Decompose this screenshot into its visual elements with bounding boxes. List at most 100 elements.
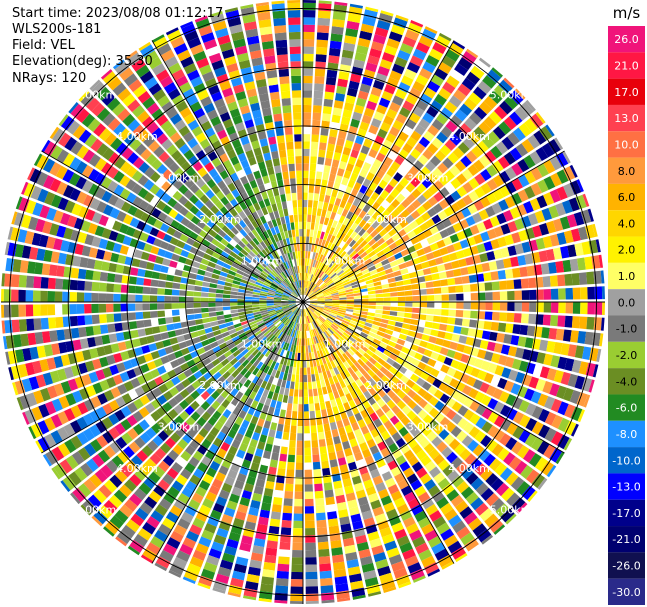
gate — [421, 381, 432, 391]
gate — [372, 451, 383, 462]
gate — [280, 156, 288, 166]
gate — [310, 366, 315, 375]
range-ring-labels: 1.00km1.00km1.00km1.00km2.00km2.00km2.00… — [75, 88, 532, 516]
gate — [377, 357, 386, 366]
gate — [467, 439, 479, 452]
gate — [44, 191, 56, 206]
gate — [289, 336, 294, 345]
gate — [368, 377, 377, 387]
gate — [369, 269, 378, 276]
gate — [60, 380, 72, 394]
gate — [355, 534, 368, 545]
gate — [469, 458, 483, 471]
gate — [345, 28, 359, 38]
gate — [54, 291, 63, 302]
gate — [229, 217, 238, 227]
gate — [261, 206, 269, 216]
gate — [281, 316, 288, 323]
gate — [231, 570, 246, 581]
gate — [85, 326, 94, 337]
gate — [346, 454, 355, 464]
gate — [500, 344, 511, 355]
gate — [300, 280, 303, 288]
gate — [260, 33, 274, 43]
gate — [564, 273, 573, 286]
gate — [307, 291, 314, 297]
gate — [359, 251, 368, 259]
gate — [420, 455, 432, 467]
gate — [212, 268, 221, 275]
gate — [499, 433, 512, 446]
gate — [520, 278, 529, 289]
gate — [334, 280, 342, 286]
gate — [254, 255, 262, 263]
gate — [396, 286, 405, 292]
gate — [282, 512, 292, 521]
gate — [368, 298, 376, 302]
gate — [139, 432, 152, 444]
gate — [282, 280, 289, 287]
gate — [238, 345, 247, 353]
gate — [396, 535, 410, 547]
gate — [418, 314, 427, 321]
gate — [486, 164, 498, 177]
gate — [314, 68, 326, 77]
gate — [225, 384, 235, 393]
gate — [263, 198, 271, 207]
gate — [159, 324, 168, 333]
gate — [481, 534, 494, 545]
gate — [157, 303, 165, 310]
ray — [307, 307, 494, 545]
gate — [186, 296, 194, 302]
gate — [235, 255, 244, 263]
gate — [434, 150, 447, 162]
gate — [285, 380, 291, 389]
gate — [138, 161, 150, 174]
gate — [181, 378, 191, 388]
gate — [359, 284, 368, 290]
gate — [576, 392, 588, 407]
gate — [303, 148, 310, 157]
gate — [321, 599, 335, 604]
gate — [319, 142, 327, 151]
gate — [176, 223, 186, 233]
gate — [270, 227, 277, 236]
gate — [186, 308, 195, 315]
gate — [312, 312, 319, 319]
gate — [356, 541, 370, 552]
gate — [363, 107, 375, 118]
gate — [266, 302, 274, 304]
colorbar-swatch — [608, 104, 645, 132]
gate — [395, 356, 405, 365]
gate — [251, 299, 260, 302]
gate — [277, 179, 284, 188]
gate — [456, 230, 466, 241]
gate — [249, 390, 257, 400]
gate — [371, 273, 380, 279]
gate — [267, 245, 274, 254]
gate — [345, 551, 358, 562]
gate — [269, 143, 278, 153]
gate — [216, 404, 226, 415]
gate — [440, 107, 453, 120]
gate — [194, 285, 202, 292]
gate — [165, 107, 178, 119]
gate — [263, 239, 270, 247]
gate — [232, 235, 241, 244]
gate — [183, 113, 196, 125]
gate — [308, 292, 315, 298]
gate — [243, 483, 254, 493]
gate — [315, 410, 322, 419]
gate — [406, 523, 419, 535]
gate — [76, 108, 90, 123]
gate — [93, 259, 103, 271]
gate — [130, 329, 139, 339]
gate — [453, 325, 462, 334]
gate — [123, 133, 137, 146]
gate — [310, 274, 315, 282]
gate — [271, 345, 278, 353]
gate — [211, 238, 220, 247]
gate — [492, 174, 505, 188]
gate — [365, 6, 379, 13]
gate — [268, 262, 276, 270]
